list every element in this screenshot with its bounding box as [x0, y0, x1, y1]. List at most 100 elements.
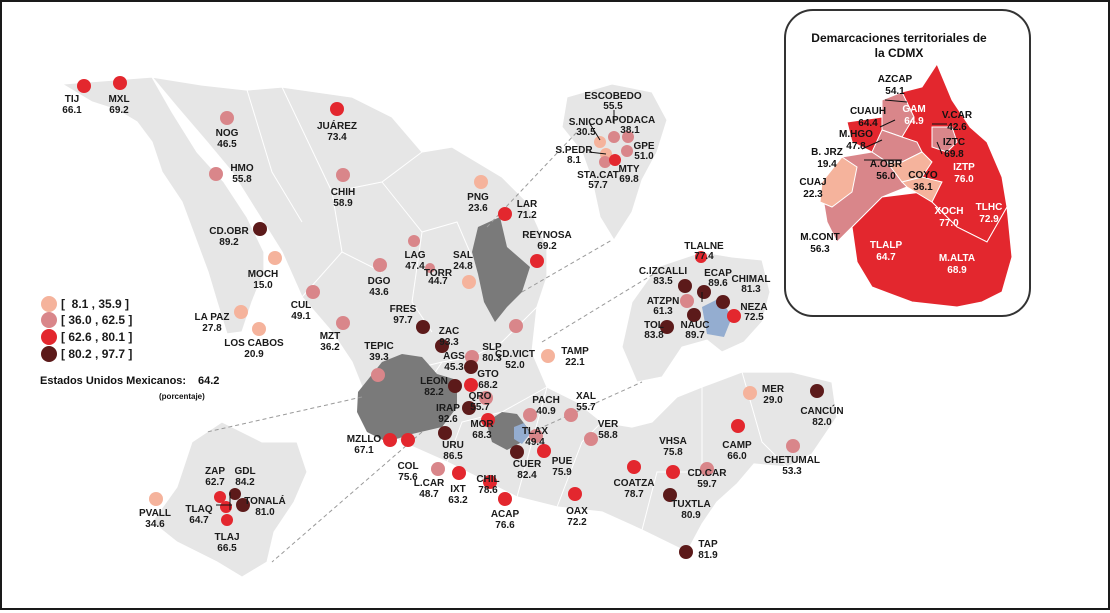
city-marker-mzllo: [383, 433, 397, 447]
city-marker-tamp: [541, 349, 555, 363]
city-value-tol: 83.8: [644, 330, 664, 341]
cdmx-name-xoch: XOCH: [935, 206, 964, 217]
city-value-pach: 40.9: [536, 406, 556, 417]
city-marker-tuxtla: [663, 488, 677, 502]
city-name-s-nico: S.NICO: [569, 117, 604, 128]
city-value-nauc: 89.7: [685, 330, 705, 341]
city-marker-chih: [336, 168, 350, 182]
city-value-cuer: 82.4: [517, 470, 537, 481]
city-marker-hmo: [209, 167, 223, 181]
city-value-tamp: 22.1: [565, 357, 585, 368]
city-name-cd-car: CD.CAR: [688, 468, 728, 479]
city-marker-ixt: [452, 466, 466, 480]
city-marker-tlalne: [695, 251, 707, 263]
city-marker-moch: [268, 251, 282, 265]
city-name-camp: CAMP: [722, 440, 752, 451]
city-value-mer: 29.0: [763, 395, 783, 406]
city-marker-uru: [438, 426, 452, 440]
city-value-l-car: 48.7: [419, 489, 439, 500]
city-value-xal: 55.7: [576, 402, 596, 413]
city-marker-cancun: [810, 384, 824, 398]
cdmx-value-cuauh: 64.4: [858, 118, 878, 129]
city-value-chih: 58.9: [333, 198, 353, 209]
city-value-cancun: 82.0: [812, 417, 832, 428]
cdmx-region: [514, 423, 530, 444]
city-name-irap: IRAP: [436, 403, 460, 414]
city-value-atzpn: 61.3: [653, 306, 673, 317]
nuevo-leon-region: [472, 217, 530, 322]
city-marker-zac: [435, 339, 449, 353]
legend-swatch-1: [41, 296, 57, 312]
legend-label-4: [ 80.2 , 97.7 ]: [61, 347, 132, 361]
city-value-leon: 82.2: [424, 387, 444, 398]
city-marker-la-paz: [234, 305, 248, 319]
city-name-tlaj: TLAJ: [215, 532, 240, 543]
city-name-cuer: CUER: [513, 459, 542, 470]
cdmx-coyo-shape: [901, 176, 943, 203]
cdmx-name-m-hgo: M.HGO: [839, 129, 873, 140]
city-name-dgo: DGO: [368, 276, 391, 287]
city-name-chih: CHIH: [331, 187, 355, 198]
city-marker-neza: [727, 309, 741, 323]
legend-swatch-3: [41, 329, 57, 345]
city-marker-dgo: [373, 258, 387, 272]
cdmx-azcap-shape: [881, 91, 915, 138]
city-marker-sal: [462, 275, 476, 289]
city-marker-acap: [498, 492, 512, 506]
city-marker-fres: [416, 320, 430, 334]
city-name-cd-obr: CD.OBR: [209, 226, 249, 237]
city-name-neza: NEZA: [740, 302, 767, 313]
baja-california-peninsula: [60, 76, 265, 335]
city-name-slp: SLP: [482, 342, 502, 353]
city-name-tij: TIJ: [65, 94, 79, 105]
city-value-lag: 47.4: [405, 261, 425, 272]
city-name-acap: ACAP: [491, 509, 520, 520]
city-name-tlax: TLAX: [522, 426, 548, 437]
city-marker-mer: [743, 386, 757, 400]
city-marker-nog: [220, 111, 234, 125]
city-value-cd-obr: 89.2: [219, 237, 239, 248]
city-value-pue: 75.9: [552, 467, 572, 478]
city-value-slp: 80.3: [482, 353, 502, 364]
city-marker-nauc: [687, 308, 701, 322]
city-value-ver: 58.8: [598, 430, 618, 441]
city-marker-los-cabos: [252, 322, 266, 336]
city-name-png: PNG: [467, 192, 489, 203]
cdmx-value-xoch: 77.0: [939, 218, 959, 229]
city-value-chimal: 81.3: [741, 284, 761, 295]
city-value-camp: 66.0: [727, 451, 747, 462]
city-name-nauc: NAUC: [681, 320, 710, 331]
city-value-sta-cat: 57.7: [588, 180, 608, 191]
legend-label-2: [ 36.0 , 62.5 ]: [61, 313, 132, 327]
city-marker-qro: [479, 391, 493, 405]
city-marker-mor: [481, 413, 495, 427]
city-name-tepic: TEPIC: [364, 341, 393, 352]
city-value-mzllo: 67.1: [354, 445, 374, 456]
city-value-coatza: 78.7: [624, 489, 644, 500]
city-marker-col: [401, 433, 415, 447]
city-value-vhsa: 75.8: [663, 447, 683, 458]
city-marker-tlaq: [220, 501, 232, 513]
